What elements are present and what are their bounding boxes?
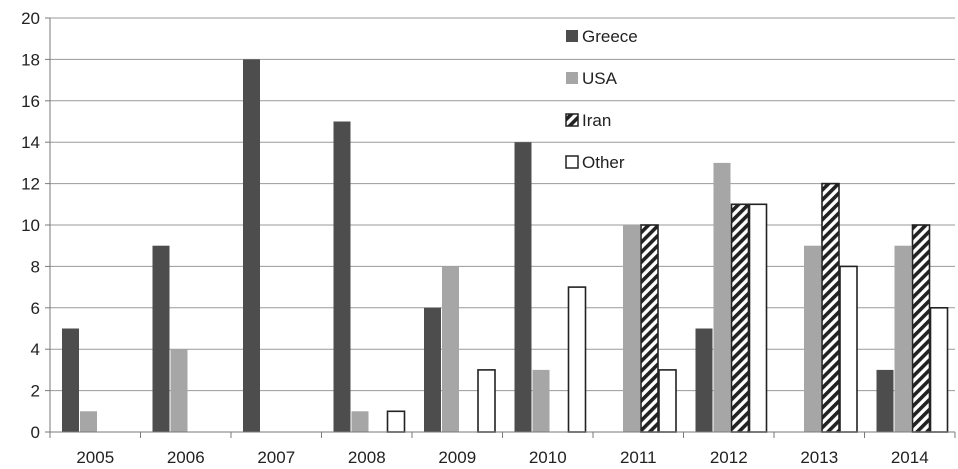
legend-swatch-iran (565, 113, 579, 127)
bar-usa-2009 (442, 266, 459, 432)
bar-greece-2006 (152, 245, 170, 432)
bar-other-2013 (839, 265, 858, 433)
y-tick-label: 16 (21, 92, 40, 111)
bar-iran-2013 (821, 182, 840, 433)
bar-other-2012 (748, 203, 768, 433)
bar-greece-2009 (424, 307, 441, 432)
y-tick-label: 0 (31, 423, 40, 442)
x-tick-label: 2008 (348, 448, 386, 467)
legend-swatch-greece (566, 30, 578, 42)
bar-other-2009 (477, 369, 496, 433)
gridlines (50, 17, 955, 392)
y-tick-label: 10 (21, 216, 40, 235)
x-tick-label: 2006 (167, 448, 205, 467)
bar-usa-2012 (713, 162, 731, 432)
bar-usa-2011 (623, 225, 640, 432)
x-tick-label: 2010 (529, 448, 567, 467)
bar-greece-2008 (333, 121, 351, 432)
bar-usa-2014 (894, 245, 912, 432)
bar-iran-2012 (730, 203, 750, 433)
bar-other-2010 (567, 286, 587, 433)
bar-other-2011 (658, 369, 677, 433)
legend-swatch-usa (566, 72, 578, 84)
bar-greece-2005 (62, 328, 79, 432)
legend-label-other: Other (582, 153, 625, 172)
x-tick-label: 2005 (76, 448, 114, 467)
bars (62, 59, 949, 433)
x-tick-label: 2014 (891, 448, 929, 467)
bar-usa-2006 (170, 349, 188, 432)
y-tick-label: 14 (21, 133, 40, 152)
x-tick-label: 2009 (438, 448, 476, 467)
x-tick-label: 2007 (257, 448, 295, 467)
bar-other-2014 (929, 306, 949, 433)
axes: 0 2 4 6 8 10 12 14 16 18 20 2005 2006 2007 2008 2009 201… (21, 9, 956, 467)
bar-iran-2011 (640, 224, 659, 433)
legend: Greece USA Iran Other (565, 27, 638, 172)
bar-greece-2007 (243, 59, 260, 433)
bar-usa-2008 (351, 411, 369, 432)
y-tick-label: 18 (21, 50, 40, 69)
bar-other-2008 (386, 410, 406, 433)
bar-usa-2010 (532, 369, 550, 432)
y-tick-label: 2 (31, 382, 40, 401)
bar-greece-2010 (514, 142, 532, 432)
y-tick-label: 4 (31, 340, 40, 359)
x-tick-label: 2012 (710, 448, 748, 467)
legend-label-iran: Iran (582, 111, 611, 130)
legend-label-usa: USA (582, 69, 618, 88)
y-tick-label: 8 (31, 257, 40, 276)
bar-greece-2014 (876, 369, 894, 432)
bar-iran-2014 (911, 224, 931, 433)
y-tick-label: 20 (21, 9, 40, 28)
bar-usa-2013 (804, 245, 821, 432)
legend-swatch-other (565, 155, 579, 169)
bar-greece-2012 (695, 328, 713, 432)
bar-usa-2005 (80, 411, 97, 432)
x-tick-label: 2011 (620, 448, 657, 467)
legend-label-greece: Greece (582, 27, 638, 46)
y-tick-label: 12 (21, 175, 40, 194)
x-tick-label: 2013 (800, 448, 838, 467)
y-tick-label: 6 (31, 299, 40, 318)
